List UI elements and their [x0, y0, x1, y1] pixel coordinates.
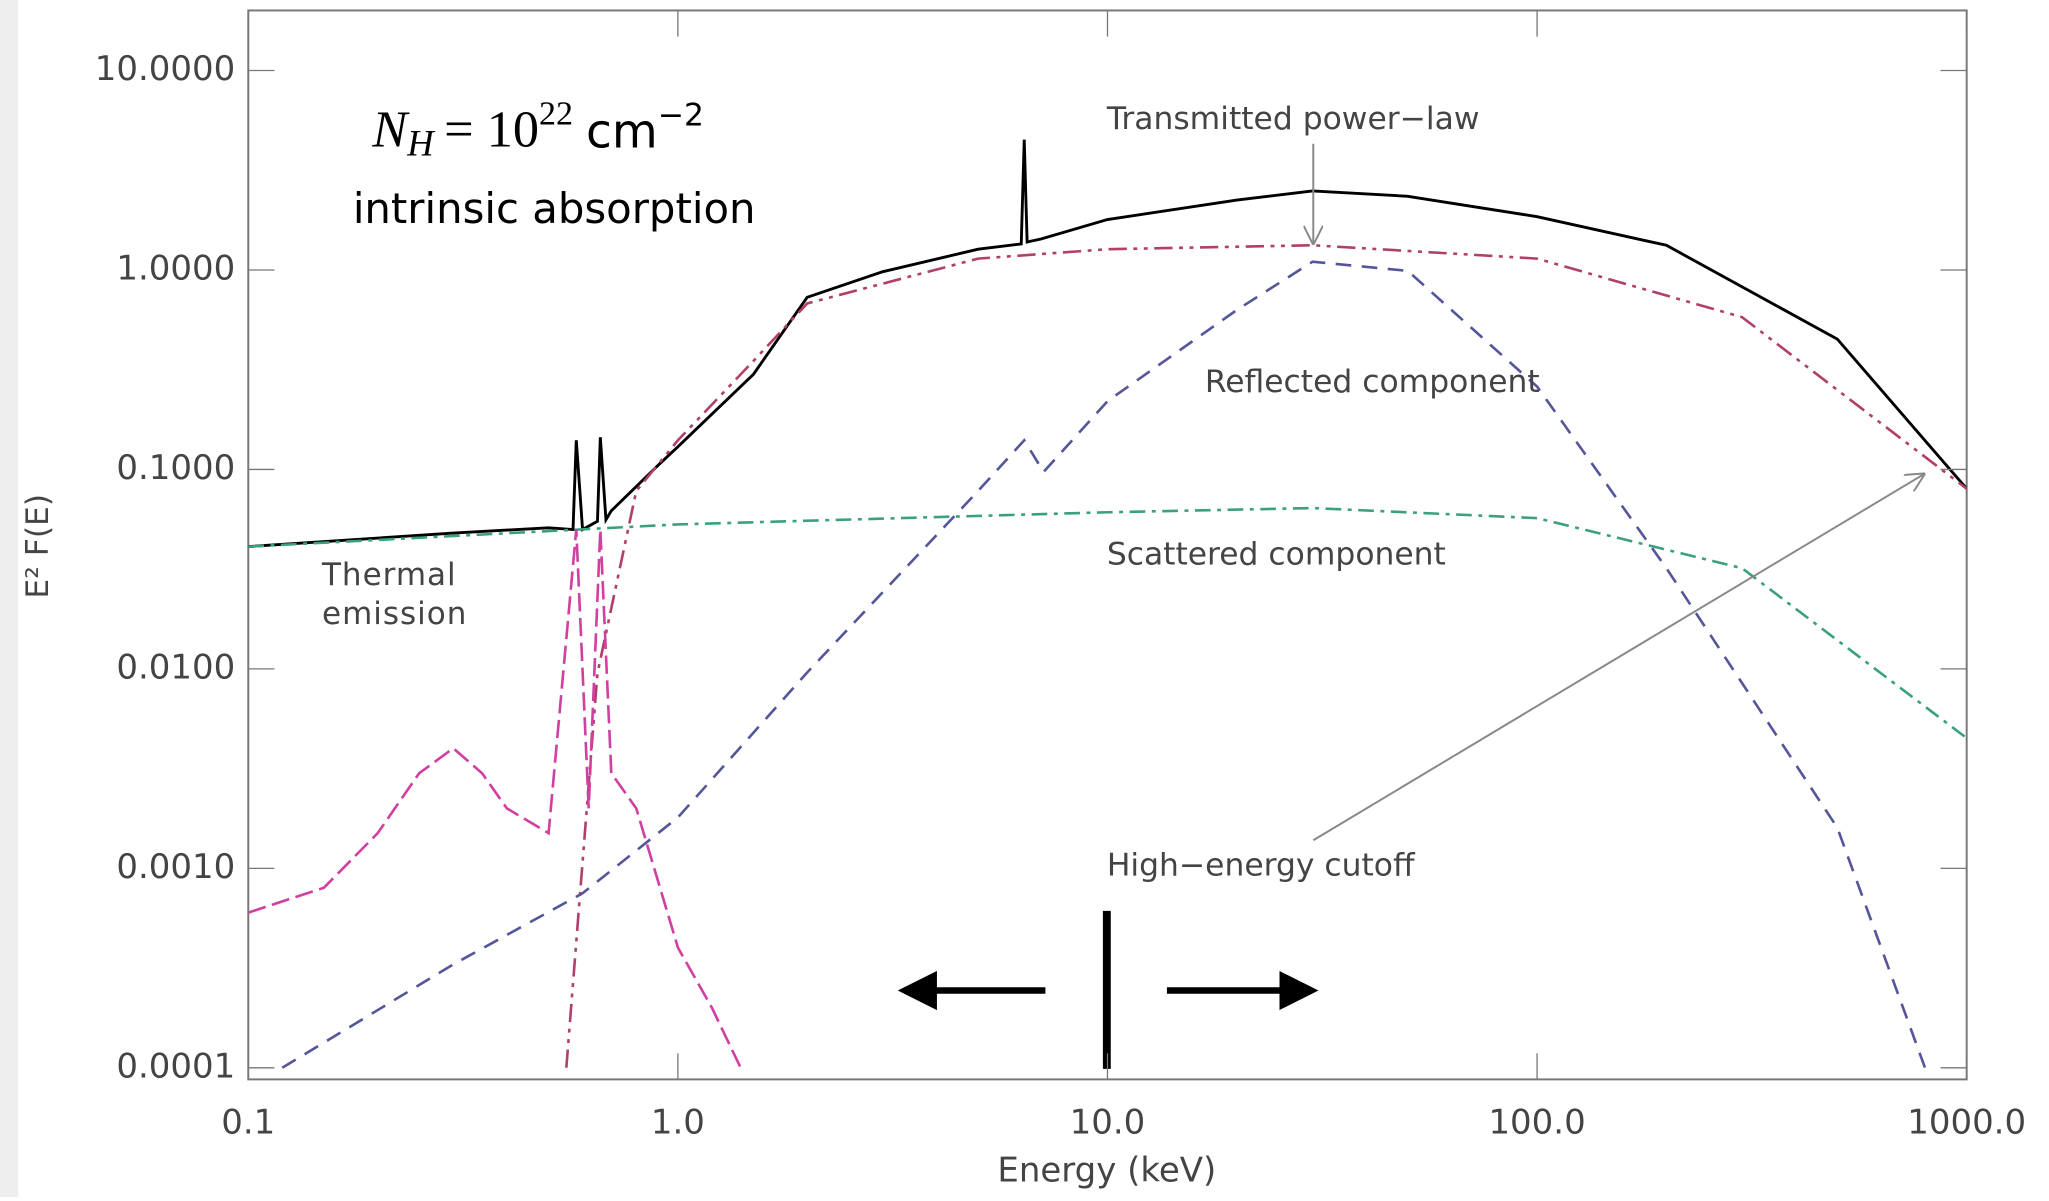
absorption-label: intrinsic absorption [353, 184, 756, 233]
series-line [248, 506, 1967, 740]
transmitted-label: Transmitted power−law [1106, 101, 1480, 137]
nh-unit-exponent: −2 [658, 97, 704, 133]
side-strip [0, 0, 19, 1197]
nh-unit: cm [586, 104, 658, 159]
y-tick-label: 0.1000 [116, 448, 235, 488]
series-line [248, 139, 1967, 549]
x-axis-label: Energy (keV) [997, 1151, 1216, 1191]
nh-equals: = 10 [444, 101, 539, 159]
y-axis-label: E² F(E) [20, 494, 56, 599]
x-tick-label: 0.1 [221, 1102, 275, 1142]
series-line [248, 529, 742, 1069]
y-tick-label: 0.0010 [116, 847, 235, 887]
y-tick-label: 0.0100 [116, 647, 235, 687]
scattered-label: Scattered component [1107, 536, 1446, 572]
nh-symbol: N [371, 101, 410, 159]
nh-label: NH = 1022 cm−2 [371, 95, 704, 164]
nh-subscript: H [406, 123, 436, 164]
x-tick-label: 10.0 [1070, 1102, 1146, 1142]
reflected-label: Reflected component [1205, 364, 1540, 400]
cutoff-label: High−energy cutoff [1107, 847, 1416, 883]
y-tick-label: 10.0000 [95, 49, 235, 89]
y-tick-label: 1.0000 [116, 248, 235, 288]
x-tick-label: 1.0 [651, 1102, 705, 1142]
y-tick-label: 0.0001 [116, 1046, 235, 1086]
x-tick-label: 100.0 [1488, 1102, 1585, 1142]
series-group [248, 139, 1967, 1069]
x-tick-label: 1000.0 [1907, 1102, 2026, 1142]
nh-exponent: 22 [539, 95, 573, 132]
series-line [565, 243, 1967, 1068]
pointer-arrow [1312, 474, 1923, 842]
thermal-label: Thermal emission [322, 557, 468, 632]
